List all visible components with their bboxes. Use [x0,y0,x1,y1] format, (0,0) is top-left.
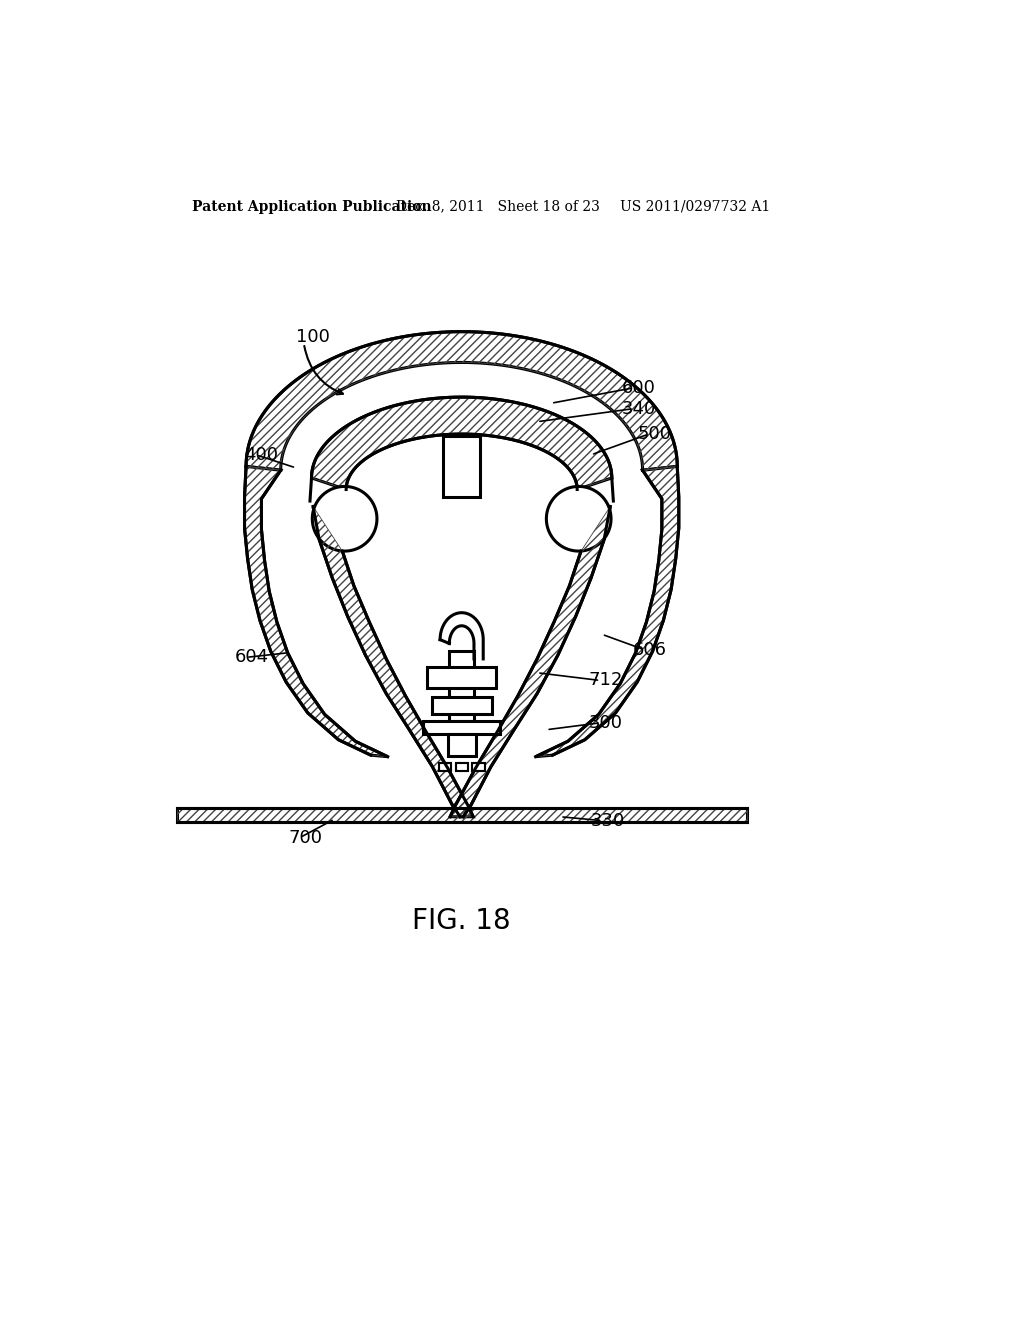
Polygon shape [311,397,611,490]
Text: 606: 606 [633,640,667,659]
Polygon shape [246,331,677,470]
Text: 300: 300 [589,714,623,731]
Text: 604: 604 [234,648,268,667]
Polygon shape [451,507,610,817]
Bar [438,763,451,771]
Text: Dec. 8, 2011   Sheet 18 of 23: Dec. 8, 2011 Sheet 18 of 23 [396,199,600,214]
Text: 500: 500 [637,425,671,444]
Text: FIG. 18: FIG. 18 [413,907,511,935]
Text: 330: 330 [590,812,625,829]
Text: 100: 100 [296,329,330,346]
Text: 712: 712 [589,672,623,689]
Polygon shape [536,466,679,756]
Polygon shape [261,469,662,756]
Polygon shape [177,808,746,822]
Polygon shape [312,487,377,550]
Text: 340: 340 [622,400,656,417]
Polygon shape [245,466,388,756]
Bar [447,734,475,756]
Text: Patent Application Publication: Patent Application Publication [193,199,432,214]
Bar [427,667,497,688]
Polygon shape [313,507,473,817]
Bar [450,651,474,721]
Bar [443,436,480,498]
Bar [472,763,484,771]
Text: US 2011/0297732 A1: US 2011/0297732 A1 [620,199,770,214]
Text: 600: 600 [622,379,655,397]
Text: 400: 400 [245,446,279,463]
Bar [456,763,468,771]
Bar [432,697,492,714]
Polygon shape [547,487,611,550]
Bar [423,721,500,734]
Text: 700: 700 [289,829,323,846]
